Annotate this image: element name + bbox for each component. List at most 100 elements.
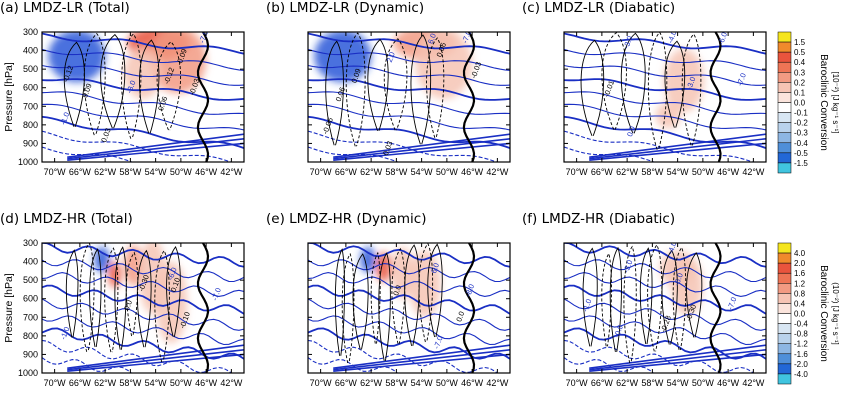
black-contour [136,249,152,348]
blue-contour [67,133,244,158]
blue-contour [67,142,244,161]
panel-a: (a) LMDZ-LR (Total)-0.120.09 -3.0-0.12-0.… [0,0,245,177]
blue-contour [564,272,766,297]
plot-frame [307,242,511,374]
blue-contour [333,353,510,372]
colorbar-level: 1.5 [794,38,806,47]
x-tick-label: 42°W [742,378,765,388]
blue-contour [564,91,766,115]
x-tick-label: 54°W [411,378,434,388]
zero-contour [462,32,476,162]
black-contour [427,243,443,338]
y-tick-label: 900 [23,138,38,148]
blue-contour [67,348,244,371]
blue-contour [564,130,755,162]
black-contour [334,248,345,356]
x-tick-label: 70°W [566,378,589,388]
blue-contour [42,259,244,283]
y-tick-label: 300 [23,238,38,248]
colorbar-units: (10⁻²) [J kg⁻¹ s⁻¹] [831,282,840,344]
blue-contour [589,344,766,369]
y-tick-label: 600 [23,83,38,93]
colorbar-level: -2.0 [794,360,808,369]
black-contour [623,245,637,364]
blue-contour [308,64,510,86]
blue-contour [589,142,766,161]
x-tick-label: 70°W [44,378,67,388]
y-tick-label: 800 [23,331,38,341]
colorbar-swatch [777,61,792,73]
colorbar-level: -0.3 [794,129,808,138]
contour-label: 0.0 [122,299,134,312]
blue-contour [333,348,510,371]
black-contour [89,248,102,347]
x-tick-label: 58°W [385,167,408,177]
black-contour [125,251,139,337]
black-contour [156,41,182,131]
blue-contour [308,298,510,331]
panel-title: (b) LMDZ-LR (Dynamic) [266,0,424,16]
colorbar-swatch [777,252,792,264]
black-contour [580,39,605,136]
blue-contour [42,272,244,297]
panel-title: (f) LMDZ-HR (Diabatic) [522,211,675,227]
black-contour [345,32,366,147]
black-contour [391,247,406,344]
contour-label: -6.0 [716,31,729,46]
contour-label: -7.0 [726,296,739,311]
blue-contour [308,357,399,373]
panel-c: (c) LMDZ-LR (Diabatic)-3.0 -4.0 -6.0-3.0 -7… [522,0,767,177]
blue-contour [42,339,233,373]
black-contour [63,41,85,127]
blue-contour [42,78,244,101]
blue-contour [42,48,244,71]
colorbar-level: 2.0 [794,259,806,268]
x-tick-label: 54°W [411,167,434,177]
x-tick-label: 42°W [220,378,243,388]
zero-contour [709,32,722,162]
blue-contour [308,91,510,115]
blue-contour [564,32,766,55]
black-contour [582,247,598,347]
shade-blob [391,246,415,299]
contour-label: -3.0 [685,76,698,91]
contour-label: -1.0 [581,298,594,313]
x-tick-label: 66°W [69,378,92,388]
x-tick-label: 50°W [170,378,193,388]
colorbar-level: 0.2 [794,78,806,87]
blue-contour [42,64,244,86]
blue-contour [333,137,510,160]
colorbar-swatch [777,132,792,144]
contour-label: 2.0 [385,51,397,64]
colorbar-swatch [777,293,792,304]
shade-blob [655,102,681,129]
x-tick-label: 62°W [360,378,383,388]
plot-frame [41,242,245,374]
zero-contour [709,243,722,373]
x-tick-label: 54°W [145,167,168,177]
panel-title: (d) LMDZ-HR (Total) [0,211,133,227]
colorbar-level: 4.0 [794,249,806,258]
blue-contour [564,284,766,315]
y-tick-label: 400 [23,257,38,267]
colorbar-swatch [777,72,792,83]
x-tick-label: 54°W [667,378,690,388]
blue-contour [67,137,244,160]
colorbar-swatch [777,112,792,123]
black-contour [104,247,119,353]
shade-blob [108,261,121,288]
zero-contour [196,243,210,373]
y-axis-label: Pressure [hPa] [3,62,15,132]
contour-label: -3.0 [125,79,138,94]
x-tick-label: 66°W [591,378,614,388]
x-tick-label: 62°W [94,378,117,388]
colorbar-level: -1.2 [794,340,808,349]
blue-contour [564,315,766,346]
y-tick-label: 400 [23,46,38,56]
x-tick-label: 70°W [566,167,589,177]
colorbar-swatch [777,31,792,43]
black-contour [404,244,420,347]
plot-frame [41,31,245,163]
black-contour [620,32,646,134]
